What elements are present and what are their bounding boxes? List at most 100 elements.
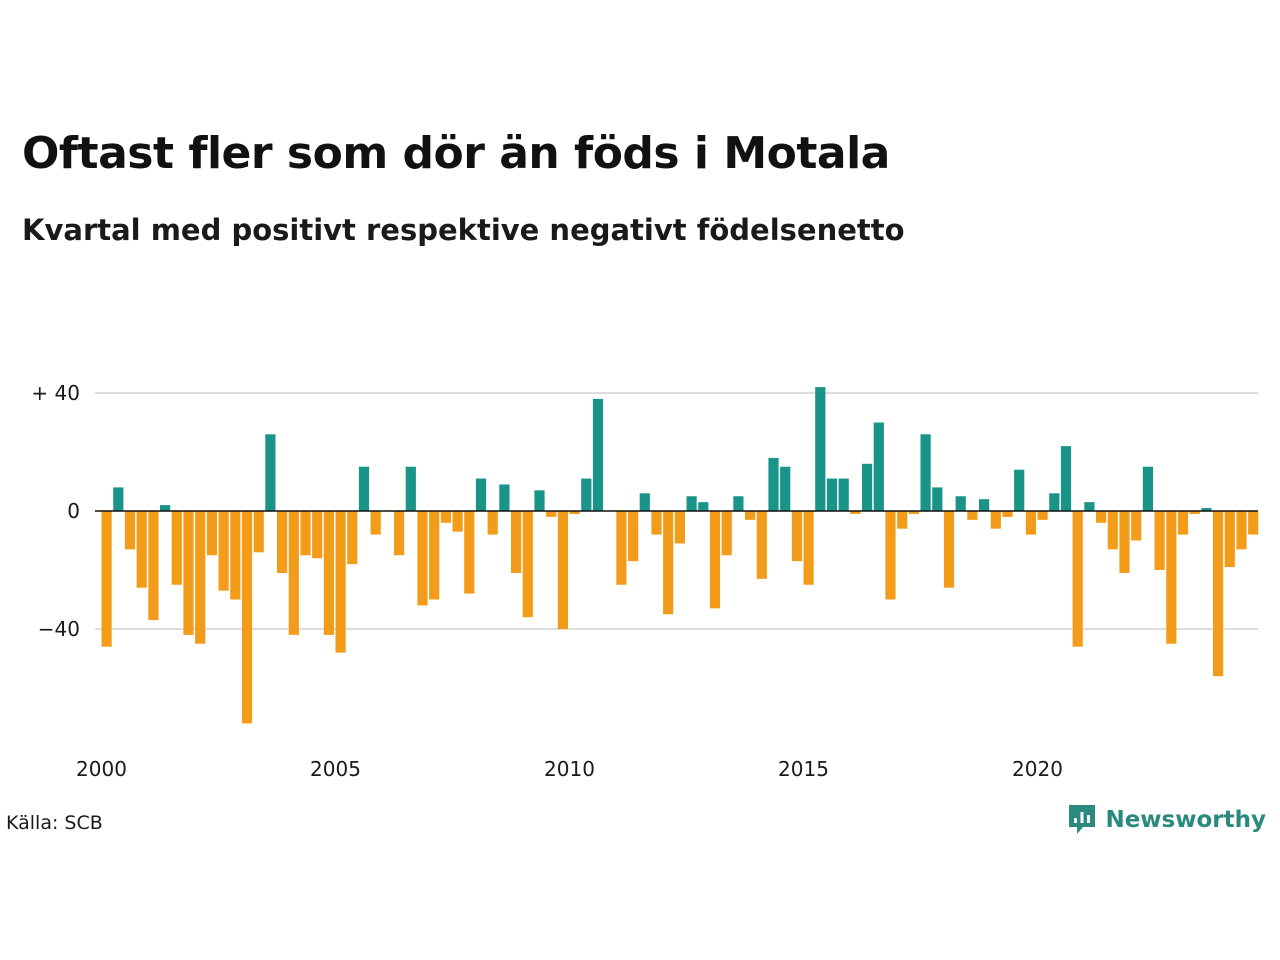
bar-negative — [335, 511, 346, 653]
bar-positive — [639, 493, 650, 511]
bar-negative — [241, 511, 253, 724]
bar-negative — [288, 511, 299, 635]
bar-positive — [1014, 469, 1025, 511]
bar-positive — [686, 496, 697, 511]
bar-negative — [323, 511, 334, 635]
bar-negative — [206, 511, 217, 556]
bar-positive — [780, 466, 791, 511]
bar-negative — [522, 511, 533, 618]
x-tick-label: 2015 — [778, 757, 829, 781]
bar-negative — [394, 511, 405, 556]
bar-negative — [511, 511, 522, 573]
bar-positive — [979, 499, 990, 511]
bar-negative — [417, 511, 428, 606]
bar-positive — [499, 484, 510, 511]
y-tick-label: 0 — [67, 499, 80, 523]
bar-positive — [955, 496, 966, 511]
bar-negative — [277, 511, 288, 573]
bar-negative — [464, 511, 475, 594]
bar-negative — [1236, 511, 1247, 550]
bar-negative — [850, 511, 861, 514]
bar-negative — [195, 511, 206, 644]
bar-positive — [1049, 493, 1060, 511]
bar-negative — [1154, 511, 1165, 570]
bar-negative — [1037, 511, 1048, 520]
bar-negative — [885, 511, 896, 600]
bar-negative — [370, 511, 381, 535]
bar-negative — [943, 511, 955, 588]
bar-positive — [815, 387, 826, 511]
brand-name: Newsworthy — [1105, 807, 1266, 833]
bar-positive — [873, 422, 884, 511]
bar-chart: + 40 0 −40 2000 2005 2010 2015 2020 — [31, 381, 1259, 781]
bar-negative — [1224, 511, 1235, 568]
bar-positive — [862, 463, 873, 511]
bar-negative — [452, 511, 463, 532]
bar-negative — [429, 511, 440, 600]
bar-positive — [826, 478, 838, 511]
bar-negative — [791, 511, 802, 562]
bar-negative — [721, 511, 732, 556]
bar-negative — [1166, 511, 1177, 644]
bar-negative — [1096, 511, 1107, 523]
bar-positive — [920, 434, 931, 511]
bar-negative — [1072, 511, 1083, 647]
bar-negative — [347, 511, 358, 565]
bar-positive — [581, 478, 592, 511]
bar-positive — [265, 434, 276, 511]
bars — [101, 387, 1259, 724]
x-tick-label: 2005 — [310, 757, 361, 781]
bar-negative — [300, 511, 311, 556]
bar-negative — [312, 511, 323, 559]
bar-negative — [674, 511, 685, 544]
bar-negative — [218, 511, 229, 591]
bar-negative — [1177, 511, 1189, 535]
bar-negative — [546, 511, 557, 517]
y-tick-label: + 40 — [31, 381, 80, 405]
bar-negative — [1025, 511, 1036, 535]
bar-positive — [160, 505, 171, 511]
bar-negative — [616, 511, 627, 585]
bar-negative — [1213, 511, 1224, 677]
bar-negative — [557, 511, 568, 629]
bar-positive — [113, 487, 124, 511]
bar-positive — [1142, 466, 1153, 511]
chart-subtitle: Kvartal med positivt respektive negativt… — [22, 213, 905, 247]
bar-positive — [475, 478, 487, 511]
bar-positive — [592, 398, 604, 511]
bar-negative — [745, 511, 756, 520]
bar-positive — [768, 457, 779, 511]
bar-negative — [663, 511, 674, 615]
bar-positive — [405, 466, 416, 511]
bar-negative — [101, 511, 112, 647]
brand[interactable]: Newsworthy — [1067, 803, 1266, 837]
chart-title: Oftast fler som dör än föds i Motala — [22, 128, 890, 179]
bar-negative — [569, 511, 580, 514]
bar-negative — [440, 511, 451, 523]
y-tick-label: −40 — [38, 617, 80, 641]
bar-negative — [171, 511, 182, 585]
bar-negative — [148, 511, 159, 621]
bar-negative — [1107, 511, 1118, 550]
bar-negative — [136, 511, 147, 588]
newsworthy-logo-icon — [1069, 805, 1096, 834]
bar-positive — [534, 490, 545, 511]
bar-negative — [1002, 511, 1013, 517]
bar-negative — [803, 511, 814, 585]
bar-positive — [838, 478, 849, 511]
x-tick-label: 2000 — [76, 757, 127, 781]
bar-negative — [897, 511, 908, 529]
axes: + 40 0 −40 2000 2005 2010 2015 2020 — [31, 381, 1258, 781]
bar-negative — [1131, 511, 1142, 541]
bar-positive — [733, 496, 744, 511]
bar-negative — [253, 511, 264, 553]
bar-negative — [651, 511, 662, 535]
x-tick-label: 2020 — [1012, 757, 1063, 781]
bar-negative — [628, 511, 639, 562]
bar-positive — [932, 487, 943, 511]
source-note: Källa: SCB — [6, 812, 103, 834]
bar-negative — [1189, 511, 1200, 514]
bar-negative — [183, 511, 194, 635]
bar-positive — [358, 466, 370, 511]
bar-positive — [1201, 508, 1212, 511]
